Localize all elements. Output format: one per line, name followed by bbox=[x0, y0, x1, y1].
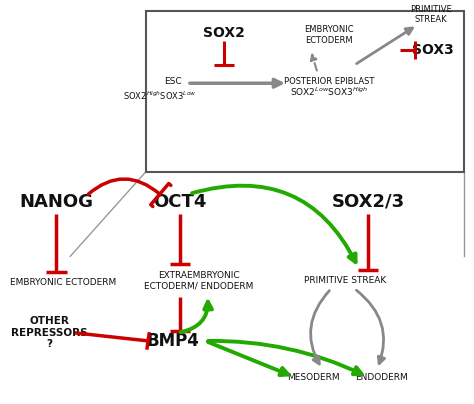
Text: EXTRAEMBRYONIC
ECTODERM/ ENDODERM: EXTRAEMBRYONIC ECTODERM/ ENDODERM bbox=[144, 271, 253, 290]
Text: PRIMITIVE STREAK: PRIMITIVE STREAK bbox=[304, 276, 386, 285]
Text: EMBRYONIC
ECTODERM: EMBRYONIC ECTODERM bbox=[304, 25, 354, 44]
Text: PRIMITIVE
STREAK: PRIMITIVE STREAK bbox=[410, 5, 452, 25]
Text: SOX2: SOX2 bbox=[203, 26, 245, 40]
Text: SOX2$^{High}$SOX3$^{Low}$: SOX2$^{High}$SOX3$^{Low}$ bbox=[123, 89, 196, 101]
Text: MESODERM: MESODERM bbox=[287, 372, 339, 382]
Text: NANOG: NANOG bbox=[19, 193, 93, 211]
Text: SOX2/3: SOX2/3 bbox=[331, 193, 404, 211]
Text: EMBRYONIC ECTODERM: EMBRYONIC ECTODERM bbox=[10, 278, 117, 287]
Text: SOX3: SOX3 bbox=[412, 43, 454, 57]
Text: POSTERIOR EPIBLAST: POSTERIOR EPIBLAST bbox=[284, 77, 374, 86]
Text: OCT4: OCT4 bbox=[154, 193, 207, 211]
Text: OTHER
REPRESSORS
?: OTHER REPRESSORS ? bbox=[11, 316, 88, 349]
Text: BMP4: BMP4 bbox=[147, 332, 200, 350]
Text: ESC: ESC bbox=[164, 77, 182, 86]
Text: ENDODERM: ENDODERM bbox=[356, 372, 408, 382]
FancyBboxPatch shape bbox=[146, 11, 464, 172]
Text: SOX2$^{Low}$SOX3$^{High}$: SOX2$^{Low}$SOX3$^{High}$ bbox=[290, 86, 368, 98]
